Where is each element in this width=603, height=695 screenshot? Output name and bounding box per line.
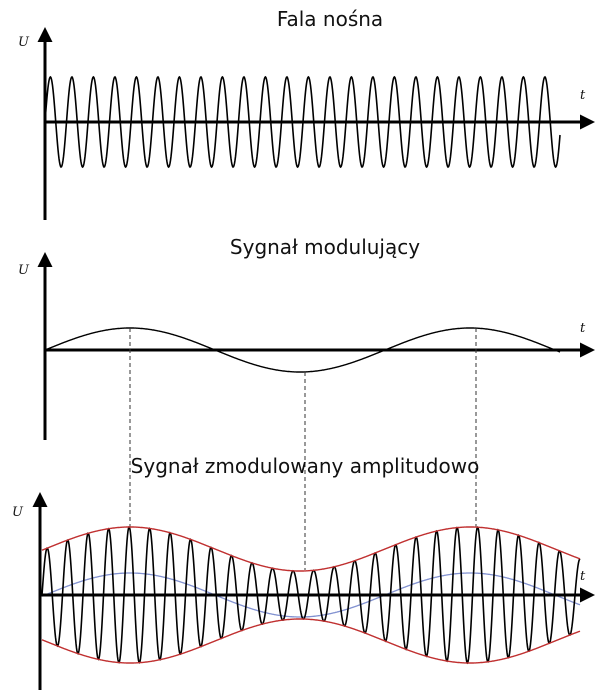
x-label: t: [580, 88, 586, 103]
panel-title: Fala nośna: [277, 7, 383, 31]
y-label: U: [18, 35, 30, 50]
modulating-reference: [41, 572, 581, 618]
panel-title: Sygnał zmodulowany amplitudowo: [131, 454, 480, 478]
carrier-wave: [44, 75, 561, 169]
y-label: U: [12, 505, 24, 520]
panel-title: Sygnał modulujący: [230, 235, 420, 259]
modulating-wave: [44, 327, 561, 373]
x-label: t: [580, 569, 586, 584]
x-label: t: [580, 321, 586, 336]
am-wave: [41, 525, 581, 665]
envelope-top: [41, 526, 581, 572]
y-label: U: [18, 263, 30, 278]
envelope-bottom: [41, 618, 581, 664]
